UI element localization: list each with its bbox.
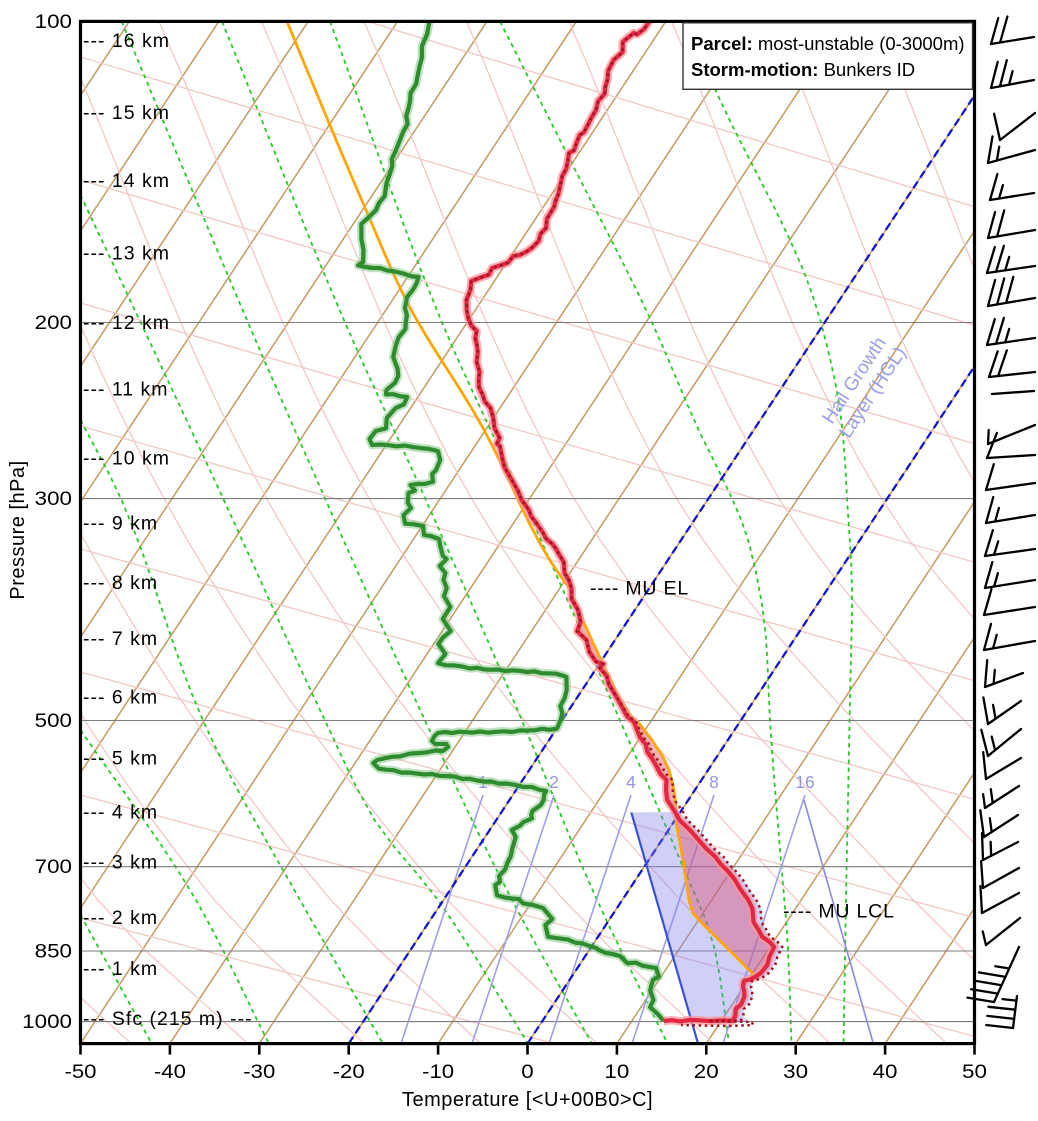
svg-text:---- MU EL: ---- MU EL [590, 578, 689, 600]
svg-text:50: 50 [962, 1061, 987, 1083]
svg-text:850: 850 [35, 941, 72, 963]
svg-text:--- 7 km: --- 7 km [83, 628, 158, 650]
svg-text:100: 100 [35, 11, 72, 33]
svg-text:Parcel: most-unstable (0-3000m: Parcel: most-unstable (0-3000m) [691, 33, 965, 54]
svg-text:--- 8 km: --- 8 km [83, 572, 158, 594]
svg-text:--- 12 km: --- 12 km [83, 312, 170, 334]
svg-text:-50: -50 [65, 1061, 97, 1083]
svg-text:20: 20 [694, 1061, 719, 1083]
svg-text:8: 8 [709, 772, 719, 792]
svg-text:300: 300 [35, 488, 72, 510]
svg-text:30: 30 [783, 1061, 808, 1083]
svg-text:--- 16 km: --- 16 km [83, 30, 170, 52]
svg-text:Storm-motion: Bunkers ID: Storm-motion: Bunkers ID [691, 59, 915, 80]
svg-text:40: 40 [873, 1061, 898, 1083]
svg-text:-20: -20 [333, 1061, 365, 1083]
svg-text:2: 2 [549, 772, 559, 792]
svg-text:--- 10 km: --- 10 km [83, 448, 170, 470]
svg-text:4: 4 [626, 772, 636, 792]
svg-text:--- 9 km: --- 9 km [83, 513, 158, 535]
svg-text:200: 200 [35, 312, 72, 334]
svg-text:Temperature [<U+00B0>C]: Temperature [<U+00B0>C] [402, 1089, 653, 1111]
svg-text:1000: 1000 [22, 1011, 72, 1033]
svg-text:--- 3 km: --- 3 km [83, 852, 158, 874]
svg-text:-40: -40 [154, 1061, 186, 1083]
svg-text:--- 1 km: --- 1 km [83, 958, 158, 980]
svg-text:--- 5 km: --- 5 km [83, 748, 158, 770]
svg-text:500: 500 [35, 710, 72, 732]
svg-text:--- 4 km: --- 4 km [83, 802, 158, 824]
svg-text:--- 14 km: --- 14 km [83, 170, 170, 192]
svg-text:--- 2 km: --- 2 km [83, 907, 158, 929]
svg-text:-30: -30 [243, 1061, 275, 1083]
svg-text:---- MU LCL: ---- MU LCL [783, 901, 895, 923]
svg-text:--- 6 km: --- 6 km [83, 687, 158, 709]
svg-text:Pressure [hPa]: Pressure [hPa] [7, 460, 29, 599]
svg-text:0: 0 [521, 1061, 534, 1083]
svg-text:-10: -10 [422, 1061, 454, 1083]
svg-text:--- 11 km: --- 11 km [83, 379, 169, 401]
svg-text:10: 10 [604, 1061, 629, 1083]
svg-text:--- Sfc (215 m) ---: --- Sfc (215 m) --- [83, 1008, 253, 1030]
svg-text:700: 700 [35, 856, 72, 878]
svg-text:--- 13 km: --- 13 km [83, 242, 170, 264]
svg-text:16: 16 [795, 772, 814, 792]
svg-text:--- 15 km: --- 15 km [83, 102, 170, 124]
